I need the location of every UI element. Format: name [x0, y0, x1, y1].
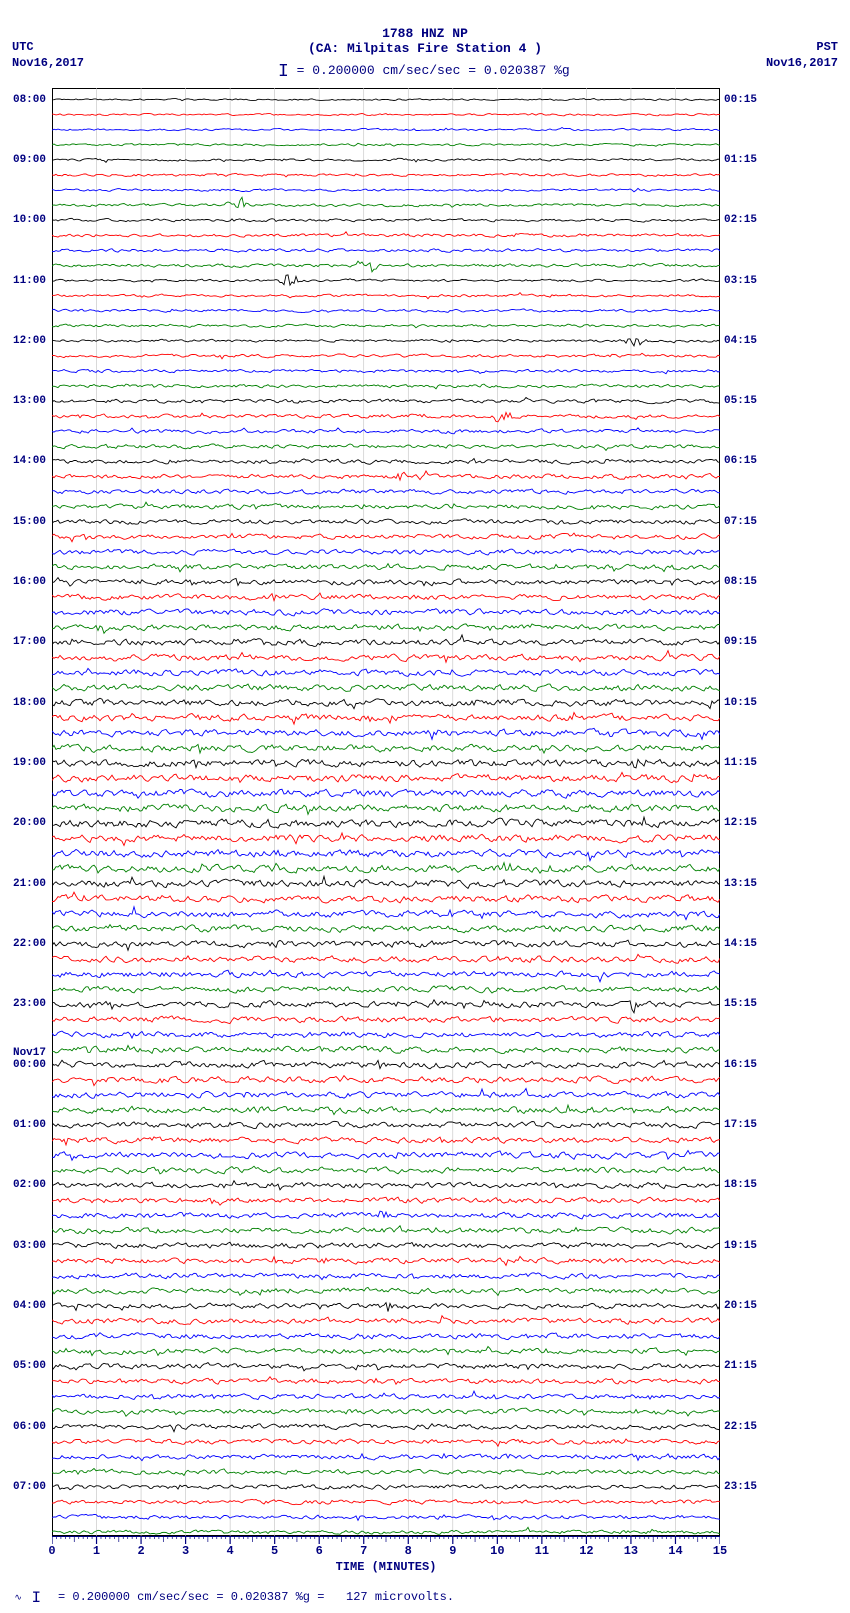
utc-hour-label: 17:00: [13, 636, 46, 648]
station-id: 1788 HNZ NP: [0, 26, 850, 41]
utc-hour-label: 13:00: [13, 395, 46, 407]
x-axis-ticks-svg: [52, 1536, 720, 1556]
x-tick-label: 7: [360, 1544, 367, 1556]
x-tick-label: 5: [271, 1544, 278, 1556]
pst-hour-label: 00:15: [724, 94, 757, 106]
scale-bar: I = 0.200000 cm/sec/sec = 0.020387 %g: [278, 62, 570, 82]
utc-hour-label: 08:00: [13, 94, 46, 106]
footer-scale: ∿ I = 0.200000 cm/sec/sec = 0.020387 %g …: [0, 1575, 454, 1607]
x-tick-label: 11: [535, 1544, 549, 1556]
utc-hour-label: 01:00: [13, 1119, 46, 1131]
pst-hour-label: 16:15: [724, 1059, 757, 1071]
utc-hour-label: 02:00: [13, 1179, 46, 1191]
pst-date: Nov16,2017: [766, 56, 838, 70]
x-tick-label: 8: [405, 1544, 412, 1556]
x-tick-label: 6: [316, 1544, 323, 1556]
pst-hour-label: 18:15: [724, 1179, 757, 1191]
pst-hour-label: 11:15: [724, 757, 757, 769]
pst-hour-label: 17:15: [724, 1119, 757, 1131]
chart-header: 1788 HNZ NP (CA: Milpitas Fire Station 4…: [0, 26, 850, 56]
utc-hour-label: 19:00: [13, 757, 46, 769]
utc-hour-label: 15:00: [13, 516, 46, 528]
pst-hour-label: 03:15: [724, 275, 757, 287]
utc-hour-label: 00:00: [13, 1059, 46, 1071]
pst-hour-label: 14:15: [724, 938, 757, 950]
x-axis: 0123456789101112131415 TIME (MINUTES): [52, 1536, 720, 1556]
x-tick-label: 4: [227, 1544, 234, 1556]
utc-date: Nov16,2017: [12, 56, 84, 70]
x-axis-label: TIME (MINUTES): [336, 1560, 437, 1574]
utc-hour-label: 23:00: [13, 998, 46, 1010]
pst-hour-label: 10:15: [724, 697, 757, 709]
pst-hour-label: 23:15: [724, 1481, 757, 1493]
pst-hour-label: 09:15: [724, 636, 757, 648]
pst-hour-label: 13:15: [724, 878, 757, 890]
pst-hour-label: 07:15: [724, 516, 757, 528]
utc-hour-label: 14:00: [13, 455, 46, 467]
station-location: (CA: Milpitas Fire Station 4 ): [0, 41, 850, 56]
pst-hour-label: 15:15: [724, 998, 757, 1010]
pst-hour-label: 20:15: [724, 1300, 757, 1312]
seismogram-svg: [52, 88, 720, 1536]
x-tick-label: 10: [490, 1544, 504, 1556]
utc-hour-label: 07:00: [13, 1481, 46, 1493]
x-tick-label: 0: [48, 1544, 55, 1556]
x-tick-label: 9: [449, 1544, 456, 1556]
x-tick-label: 2: [137, 1544, 144, 1556]
footer-text: = 0.200000 cm/sec/sec = 0.020387 %g = 12…: [51, 1590, 454, 1604]
utc-hour-label: 12:00: [13, 335, 46, 347]
pst-hour-label: 12:15: [724, 817, 757, 829]
utc-hour-label: 09:00: [13, 154, 46, 166]
utc-hour-label: 18:00: [13, 697, 46, 709]
pst-hour-label: 22:15: [724, 1421, 757, 1433]
x-tick-label: 12: [579, 1544, 593, 1556]
pst-hour-label: 01:15: [724, 154, 757, 166]
pst-hour-label: 08:15: [724, 576, 757, 588]
pst-hour-label: 21:15: [724, 1360, 757, 1372]
utc-hour-label: 10:00: [13, 214, 46, 226]
seismogram-plot: [52, 88, 720, 1536]
pst-tz-label: PST: [816, 40, 838, 54]
x-tick-label: 1: [93, 1544, 100, 1556]
utc-hour-label: 21:00: [13, 878, 46, 890]
x-tick-label: 3: [182, 1544, 189, 1556]
pst-hour-label: 19:15: [724, 1240, 757, 1252]
scale-text: = 0.200000 cm/sec/sec = 0.020387 %g: [297, 63, 570, 78]
utc-hour-label: 20:00: [13, 817, 46, 829]
utc-hour-label: 05:00: [13, 1360, 46, 1372]
utc-hour-label: 16:00: [13, 576, 46, 588]
pst-hour-label: 02:15: [724, 214, 757, 226]
utc-hour-label: 04:00: [13, 1300, 46, 1312]
pst-hour-label: 05:15: [724, 395, 757, 407]
utc-date-tick: Nov17: [13, 1047, 46, 1059]
utc-hour-label: 11:00: [13, 275, 46, 287]
x-tick-label: 14: [668, 1544, 682, 1556]
x-tick-label: 15: [713, 1544, 727, 1556]
utc-tz-label: UTC: [12, 40, 34, 54]
pst-hour-label: 04:15: [724, 335, 757, 347]
utc-hour-label: 06:00: [13, 1421, 46, 1433]
utc-hour-label: 22:00: [13, 938, 46, 950]
x-tick-label: 13: [624, 1544, 638, 1556]
pst-hour-label: 06:15: [724, 455, 757, 467]
utc-hour-label: 03:00: [13, 1240, 46, 1252]
